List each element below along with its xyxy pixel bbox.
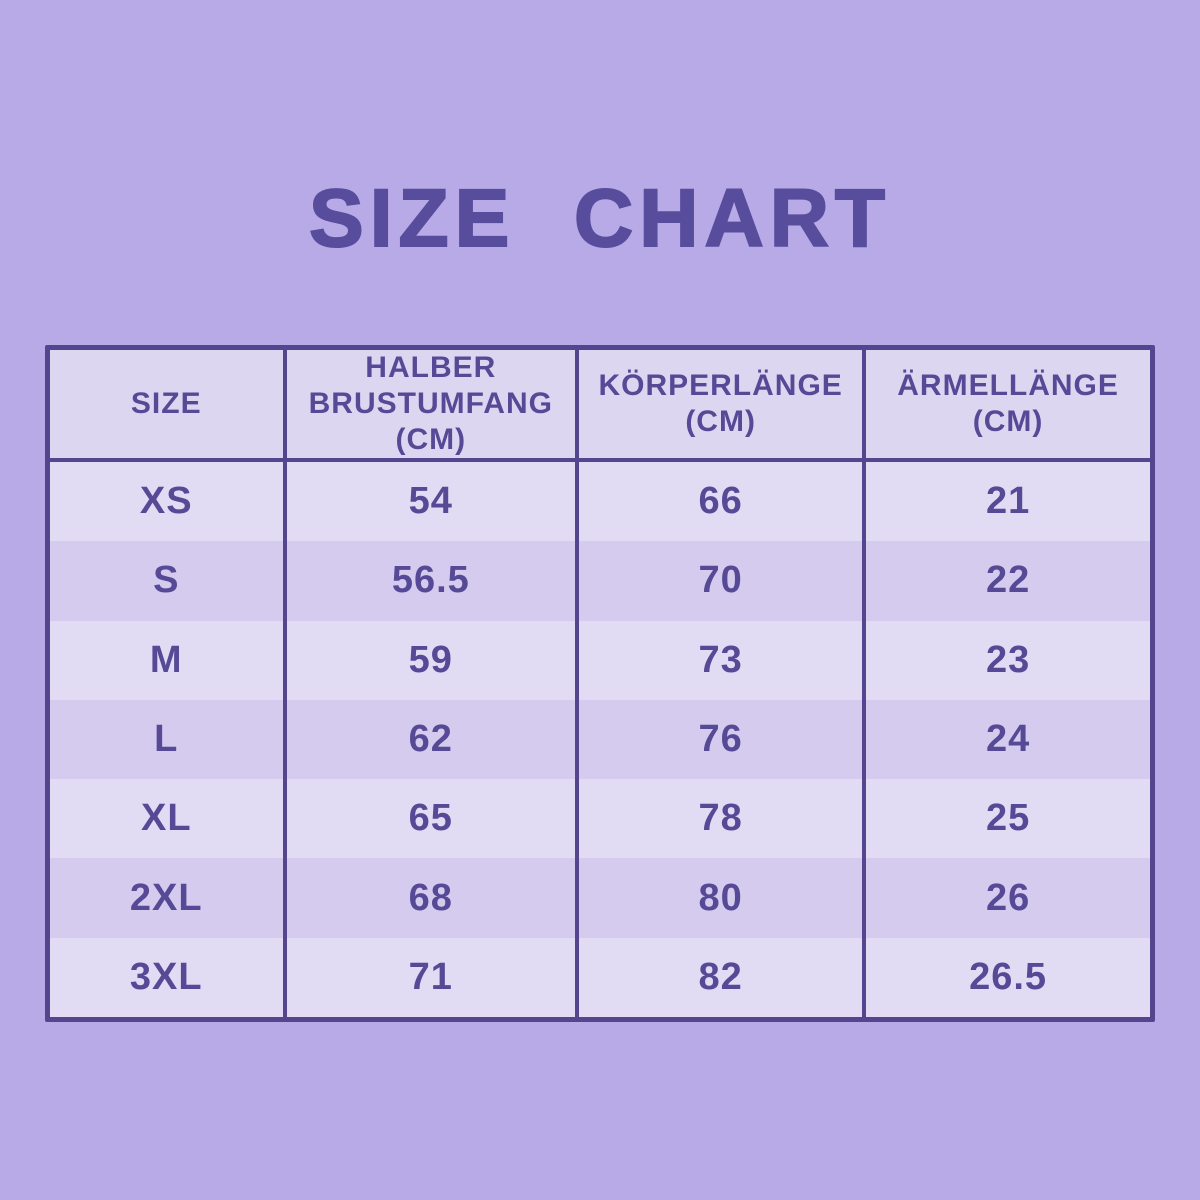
table-cell-size: 3XL <box>50 937 287 1017</box>
table-cell-chest: 62 <box>286 699 580 780</box>
table-cell-size: 2XL <box>50 858 287 938</box>
table-cell-sleeve-length: 26.5 <box>866 937 1150 1017</box>
table-cell-chest: 71 <box>286 937 580 1017</box>
column-header-unit: (CM) <box>972 405 1044 438</box>
table-cell-body-length: 78 <box>579 779 867 859</box>
size-table: SIZE HALBER BRUSTUMFANG (CM) KÖRPERLÄNGE… <box>45 345 1155 1022</box>
column-header-label: ÄRMELLÄNGE <box>897 369 1119 402</box>
table-cell-sleeve-length: 23 <box>866 620 1150 700</box>
table-cell-chest: 65 <box>286 779 580 859</box>
table-cell-sleeve-length: 25 <box>866 779 1150 859</box>
column-header-label: SIZE <box>130 387 202 420</box>
table-cell-body-length: 70 <box>579 541 867 621</box>
table-cell-body-length: 76 <box>579 699 867 780</box>
table-cell-sleeve-length: 21 <box>866 462 1150 542</box>
column-header-size: SIZE <box>50 350 287 462</box>
table-cell-size: L <box>50 699 287 780</box>
column-header-label: HALBER BRUSTUMFANG <box>308 351 553 420</box>
table-cell-sleeve-length: 26 <box>866 858 1150 938</box>
table-cell-size: M <box>50 620 287 700</box>
table-cell-chest: 68 <box>286 858 580 938</box>
table-cell-sleeve-length: 24 <box>866 699 1150 780</box>
table-cell-chest: 54 <box>286 462 580 542</box>
table-cell-chest: 59 <box>286 620 580 700</box>
table-cell-sleeve-length: 22 <box>866 541 1150 621</box>
table-cell-size: XS <box>50 462 287 542</box>
table-cell-body-length: 73 <box>579 620 867 700</box>
table-cell-body-length: 80 <box>579 858 867 938</box>
page-title: SIZE CHART <box>308 172 891 265</box>
column-header-unit: (CM) <box>395 423 467 456</box>
table-cell-body-length: 82 <box>579 937 867 1017</box>
column-header-chest: HALBER BRUSTUMFANG (CM) <box>286 350 580 462</box>
table-cell-body-length: 66 <box>579 462 867 542</box>
table-cell-size: S <box>50 541 287 621</box>
table-cell-size: XL <box>50 779 287 859</box>
column-header-unit: (CM) <box>685 405 756 438</box>
table-cell-chest: 56.5 <box>286 541 580 621</box>
column-header-body-length: KÖRPERLÄNGE (CM) <box>579 350 867 462</box>
column-header-sleeve-length: ÄRMELLÄNGE (CM) <box>866 350 1150 462</box>
column-header-label: KÖRPERLÄNGE <box>598 369 843 402</box>
